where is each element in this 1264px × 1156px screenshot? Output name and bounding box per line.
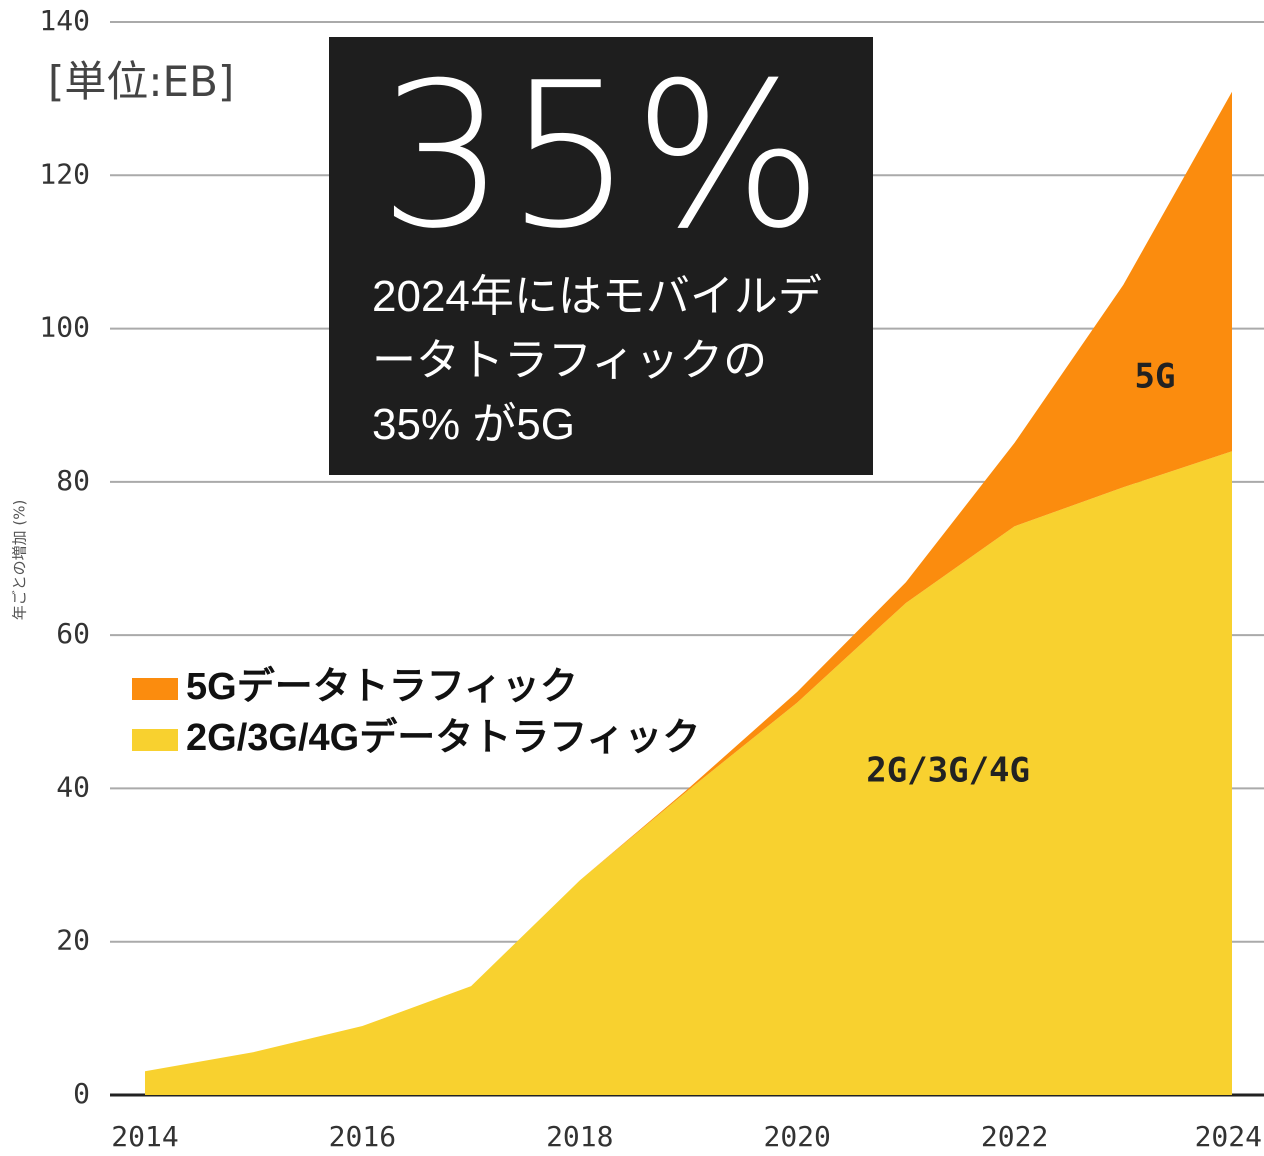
y-tick-label: 0	[73, 1077, 90, 1110]
legend-label: 2G/3G/4Gデータトラフィック	[186, 716, 700, 759]
y-tick-label: 80	[56, 464, 90, 497]
areas	[145, 91, 1232, 1095]
x-tick-label: 2018	[546, 1120, 613, 1153]
legend-swatch	[132, 678, 178, 700]
legend-swatch	[132, 729, 178, 751]
callout-value: 35%	[378, 40, 824, 273]
y-tick-label: 120	[39, 157, 90, 190]
callout: 35% 2024年にはモバイルデータトラフィックの35% が5G	[329, 37, 873, 475]
x-tick-label: 2016	[329, 1120, 396, 1153]
x-tick-label: 2020	[763, 1120, 830, 1153]
legend-label: 5Gデータトラフィック	[186, 665, 578, 708]
callout-text: 2024年にはモバイルデータトラフィックの35% が5G	[372, 272, 822, 449]
y-tick-label: 20	[56, 924, 90, 957]
area-label: 5G	[1135, 357, 1176, 397]
x-tick-label: 2024	[1195, 1120, 1262, 1153]
x-tick-label: 2022	[981, 1120, 1048, 1153]
area-label: 2G/3G/4G	[866, 751, 1030, 791]
y-tick-label: 100	[39, 311, 90, 344]
y-tick-label: 60	[56, 617, 90, 650]
area	[145, 451, 1232, 1095]
unit-label: [単位:EB]	[48, 57, 235, 106]
y-tick-label: 40	[56, 770, 90, 803]
y-axis-label: 年ごとの増加 (%)	[11, 500, 29, 621]
x-tick-label: 2014	[111, 1120, 178, 1153]
y-tick-label: 140	[39, 4, 90, 37]
